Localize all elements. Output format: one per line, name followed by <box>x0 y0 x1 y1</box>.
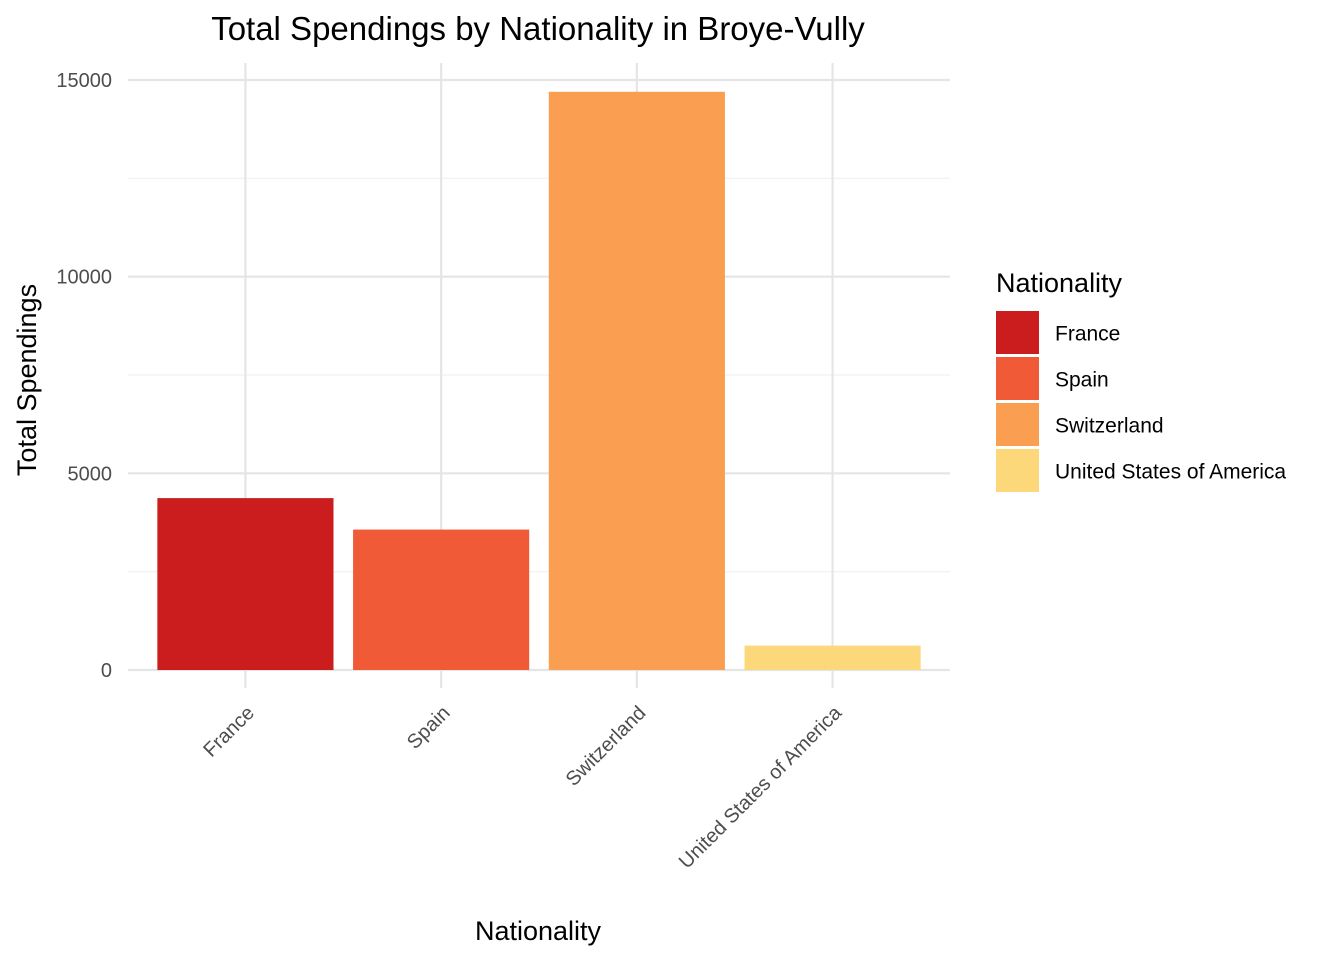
y-tick-label: 10000 <box>56 267 112 289</box>
bar-switzerland <box>548 91 725 671</box>
legend-items: France Spain Switzerland United States of A… <box>996 311 1286 492</box>
legend: Nationality France Spain Switzerland United… <box>996 268 1286 492</box>
legend-label: France <box>1055 323 1120 346</box>
y-tick-label: 0 <box>101 660 112 682</box>
legend-swatch <box>996 357 1039 400</box>
legend-title: Nationality <box>996 268 1123 298</box>
x-axis-ticks: France Spain Switzerland United States of A… <box>199 701 846 873</box>
y-tick-label: 5000 <box>68 463 113 485</box>
y-axis-title: Total Spendings <box>12 284 42 476</box>
y-tick-label: 15000 <box>56 70 112 92</box>
x-tick-label: United States of America <box>675 701 847 873</box>
legend-swatch <box>996 449 1039 492</box>
x-tick-label: France <box>199 702 259 762</box>
legend-swatch <box>996 403 1039 446</box>
bar-united-states-of-america <box>744 645 921 670</box>
bar-france <box>157 498 334 670</box>
chart-title: Total Spendings by Nationality in Broye-… <box>211 10 865 47</box>
x-axis-title: Nationality <box>475 916 602 946</box>
x-tick-label: Switzerland <box>562 702 651 791</box>
bars <box>157 91 921 671</box>
legend-swatch <box>996 311 1039 354</box>
x-tick-label: Spain <box>403 702 455 754</box>
y-axis-ticks: 0 5000 10000 15000 <box>56 70 112 682</box>
legend-label: United States of America <box>1055 461 1286 484</box>
legend-label: Spain <box>1055 369 1109 392</box>
bar-spain <box>353 529 530 670</box>
legend-label: Switzerland <box>1055 415 1164 438</box>
